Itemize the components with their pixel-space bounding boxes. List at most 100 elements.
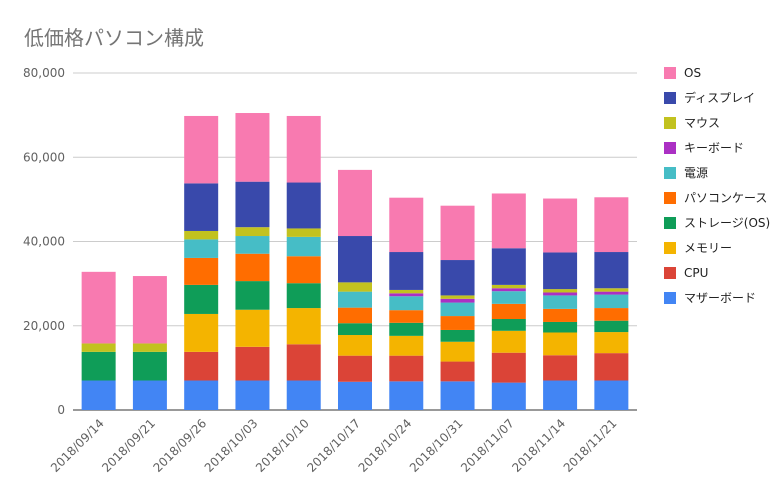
legend-item[interactable]: ストレージ(OS) [664, 216, 770, 230]
bar-segment[interactable] [440, 205, 475, 261]
legend-item[interactable]: メモリー [664, 241, 732, 255]
bar-segment[interactable] [235, 227, 270, 237]
bar-segment[interactable] [184, 183, 219, 231]
bar-segment[interactable] [81, 380, 116, 410]
bar-stack[interactable] [594, 197, 629, 410]
bar-segment[interactable] [81, 351, 116, 381]
bar-segment[interactable] [594, 353, 629, 381]
bar-segment[interactable] [132, 276, 167, 344]
bar-segment[interactable] [389, 289, 424, 294]
bar-segment[interactable] [440, 341, 475, 362]
bar-segment[interactable] [594, 294, 629, 309]
bar-segment[interactable] [235, 181, 270, 228]
bar-segment[interactable] [235, 346, 270, 381]
bar-segment[interactable] [389, 381, 424, 410]
bar-segment[interactable] [440, 329, 475, 342]
bar-segment[interactable] [543, 355, 578, 381]
bar-segment[interactable] [543, 292, 578, 296]
bar-segment[interactable] [338, 381, 372, 410]
bar-segment[interactable] [338, 307, 372, 324]
bar-segment[interactable] [543, 295, 578, 309]
bar-segment[interactable] [543, 332, 578, 356]
bar-segment[interactable] [491, 382, 526, 410]
bar-segment[interactable] [132, 343, 167, 352]
bar-segment[interactable] [338, 323, 372, 336]
bar-segment[interactable] [491, 352, 526, 383]
bar-stack[interactable] [543, 198, 578, 410]
bar-segment[interactable] [235, 380, 270, 410]
bar-stack[interactable] [491, 193, 526, 410]
bar-segment[interactable] [286, 256, 321, 284]
bar-segment[interactable] [543, 308, 578, 322]
bar-segment[interactable] [440, 316, 475, 330]
bar-segment[interactable] [543, 198, 578, 253]
bar-segment[interactable] [338, 355, 372, 382]
legend-item[interactable]: パソコンケース [664, 191, 767, 205]
bar-segment[interactable] [594, 197, 629, 253]
bar-segment[interactable] [491, 303, 526, 320]
bar-segment[interactable] [338, 169, 372, 237]
legend-item[interactable]: OS [664, 66, 701, 80]
bar-segment[interactable] [594, 380, 629, 410]
bar-segment[interactable] [389, 335, 424, 356]
bar-segment[interactable] [338, 335, 372, 356]
bar-segment[interactable] [491, 193, 526, 249]
bar-segment[interactable] [235, 236, 270, 254]
bar-segment[interactable] [594, 320, 629, 333]
bar-segment[interactable] [440, 295, 475, 299]
bar-segment[interactable] [491, 284, 526, 289]
bar-segment[interactable] [286, 380, 321, 410]
bar-segment[interactable] [235, 253, 270, 282]
bar-segment[interactable] [543, 321, 578, 333]
bar-segment[interactable] [81, 271, 116, 344]
bar-segment[interactable] [543, 252, 578, 290]
bar-segment[interactable] [184, 284, 219, 314]
bar-segment[interactable] [389, 322, 424, 336]
legend-item[interactable]: ディスプレイ [664, 90, 755, 105]
bar-segment[interactable] [132, 351, 167, 381]
bar-segment[interactable] [440, 298, 475, 303]
bar-segment[interactable] [440, 302, 475, 317]
bar-segment[interactable] [184, 351, 219, 381]
bar-stack[interactable] [235, 113, 270, 410]
bar-stack[interactable] [389, 197, 424, 410]
bar-segment[interactable] [491, 330, 526, 353]
bar-segment[interactable] [184, 239, 219, 258]
bar-segment[interactable] [491, 248, 526, 285]
bar-stack[interactable] [286, 115, 321, 410]
legend-item[interactable]: マウス [664, 116, 720, 130]
bar-segment[interactable] [286, 182, 321, 229]
bar-segment[interactable] [286, 308, 321, 345]
bar-segment[interactable] [286, 283, 321, 309]
bar-segment[interactable] [389, 310, 424, 323]
bar-segment[interactable] [81, 343, 116, 352]
bar-segment[interactable] [338, 282, 372, 292]
bar-stack[interactable] [440, 205, 475, 410]
bar-segment[interactable] [184, 115, 219, 184]
bar-segment[interactable] [389, 296, 424, 311]
legend-item[interactable]: 電源 [664, 166, 708, 180]
bar-segment[interactable] [594, 288, 629, 292]
bar-segment[interactable] [286, 228, 321, 237]
bar-segment[interactable] [235, 281, 270, 310]
legend-item[interactable]: マザーボード [664, 291, 756, 305]
bar-segment[interactable] [491, 288, 526, 292]
bar-segment[interactable] [491, 291, 526, 304]
bar-segment[interactable] [286, 344, 321, 381]
bar-segment[interactable] [594, 308, 629, 321]
bar-segment[interactable] [132, 380, 167, 410]
bar-stack[interactable] [81, 271, 116, 410]
bar-segment[interactable] [389, 197, 424, 253]
bar-segment[interactable] [184, 230, 219, 240]
bar-segment[interactable] [286, 115, 321, 183]
bar-stack[interactable] [132, 276, 167, 410]
bar-segment[interactable] [184, 257, 219, 285]
bar-segment[interactable] [440, 381, 475, 410]
bar-segment[interactable] [389, 355, 424, 382]
bar-segment[interactable] [235, 113, 270, 182]
legend-item[interactable]: キーボード [664, 141, 744, 155]
bar-segment[interactable] [543, 289, 578, 293]
bar-stack[interactable] [338, 169, 372, 410]
bar-segment[interactable] [184, 313, 219, 352]
bar-segment[interactable] [594, 291, 629, 295]
